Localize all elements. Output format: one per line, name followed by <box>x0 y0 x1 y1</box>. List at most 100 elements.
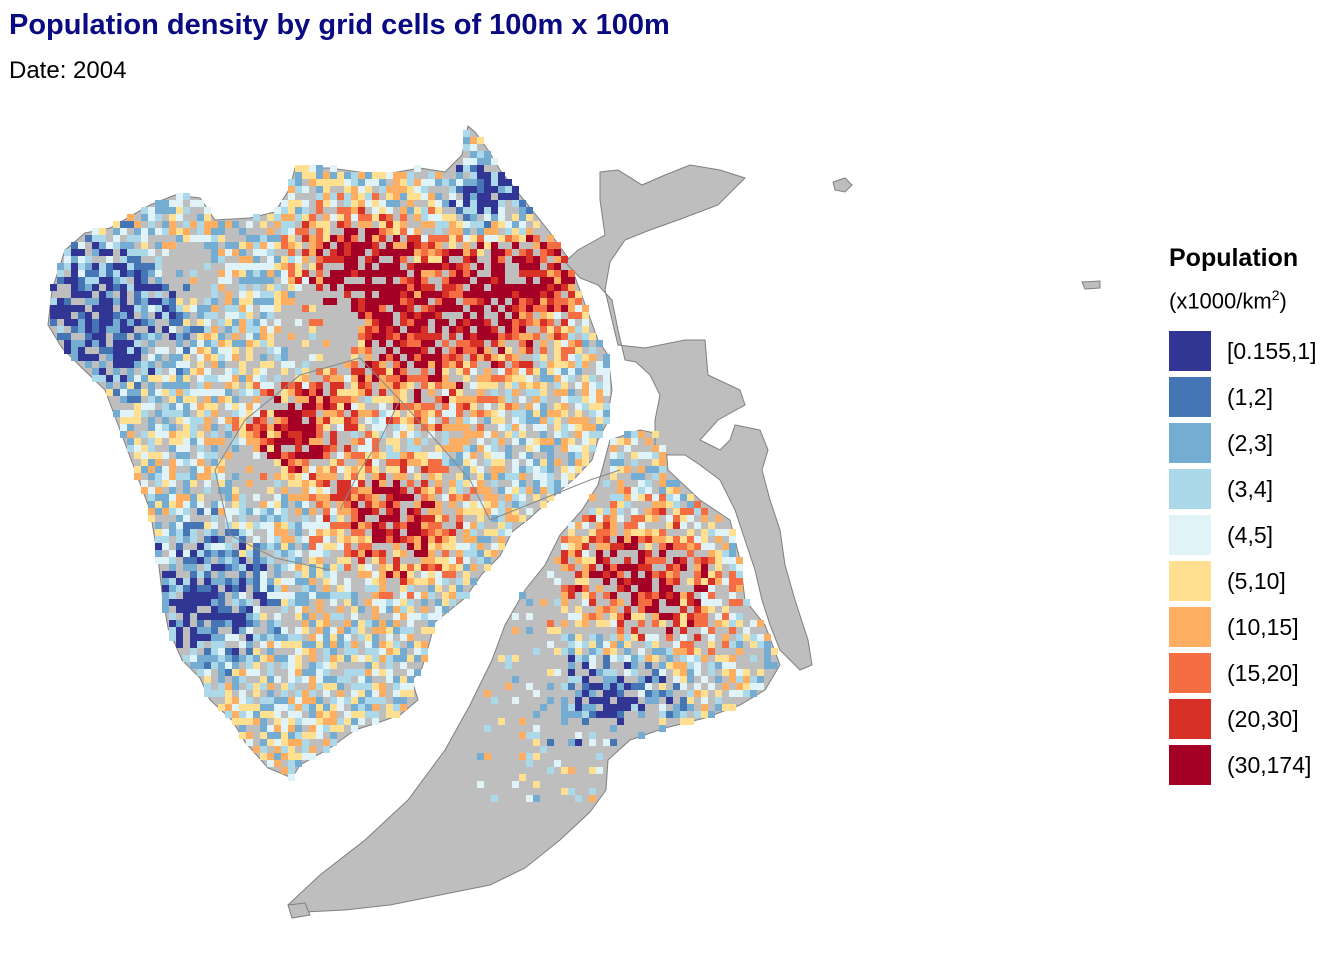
density-cell <box>554 459 561 466</box>
density-cell <box>351 347 358 354</box>
density-cell <box>99 298 106 305</box>
density-cell <box>484 459 491 466</box>
density-cell <box>239 249 246 256</box>
density-cell <box>421 641 428 648</box>
density-cell <box>197 221 204 228</box>
density-cell <box>148 214 155 221</box>
density-cell <box>526 753 533 760</box>
density-cell <box>148 473 155 480</box>
density-cell <box>491 382 498 389</box>
density-cell <box>407 424 414 431</box>
density-cell <box>400 648 407 655</box>
density-cell <box>204 410 211 417</box>
density-cell <box>204 214 211 221</box>
density-cell <box>253 396 260 403</box>
density-cell <box>379 368 386 375</box>
density-cell <box>71 340 78 347</box>
density-cell <box>211 508 218 515</box>
density-cell <box>358 536 365 543</box>
density-cell <box>596 361 603 368</box>
density-cell <box>302 487 309 494</box>
density-cell <box>421 452 428 459</box>
density-cell <box>246 543 253 550</box>
density-cell <box>407 459 414 466</box>
density-cell <box>589 697 596 704</box>
density-cell <box>582 452 589 459</box>
density-cell <box>526 368 533 375</box>
density-cell <box>183 578 190 585</box>
density-cell <box>400 466 407 473</box>
density-cell <box>316 382 323 389</box>
density-cell <box>421 214 428 221</box>
density-cell <box>372 438 379 445</box>
density-cell <box>701 627 708 634</box>
density-cell <box>421 179 428 186</box>
density-cell <box>526 319 533 326</box>
density-cell <box>715 690 722 697</box>
density-cell <box>540 599 547 606</box>
density-cell <box>260 697 267 704</box>
density-cell <box>400 683 407 690</box>
map-title: Population density by grid cells of 100m… <box>9 9 670 41</box>
density-cell <box>470 305 477 312</box>
density-cell <box>421 382 428 389</box>
density-cell <box>204 648 211 655</box>
density-cell <box>526 683 533 690</box>
density-cell <box>267 235 274 242</box>
density-cell <box>155 389 162 396</box>
density-cell <box>414 431 421 438</box>
density-cell <box>519 249 526 256</box>
density-cell <box>176 340 183 347</box>
density-cell <box>64 263 71 270</box>
density-cell <box>351 718 358 725</box>
density-cell <box>498 473 505 480</box>
density-cell <box>141 347 148 354</box>
density-cell <box>393 263 400 270</box>
density-cell <box>351 627 358 634</box>
density-cell <box>407 291 414 298</box>
density-cell <box>631 627 638 634</box>
density-cell <box>540 438 547 445</box>
density-cell <box>239 312 246 319</box>
density-cell <box>456 543 463 550</box>
density-cell <box>288 438 295 445</box>
density-cell <box>309 389 316 396</box>
density-cell <box>344 641 351 648</box>
density-cell <box>547 361 554 368</box>
density-cell <box>589 403 596 410</box>
density-cell <box>519 382 526 389</box>
density-cell <box>393 326 400 333</box>
density-cell <box>50 319 57 326</box>
density-cell <box>274 291 281 298</box>
density-cell <box>190 557 197 564</box>
density-cell <box>71 354 78 361</box>
density-cell <box>316 725 323 732</box>
density-cell <box>386 291 393 298</box>
density-cell <box>407 655 414 662</box>
density-cell <box>442 319 449 326</box>
density-cell <box>477 172 484 179</box>
density-cell <box>729 599 736 606</box>
density-cell <box>246 634 253 641</box>
density-cell <box>232 375 239 382</box>
density-cell <box>351 704 358 711</box>
density-cell <box>624 704 631 711</box>
density-cell <box>274 270 281 277</box>
density-cell <box>288 725 295 732</box>
density-cell <box>687 620 694 627</box>
density-cell <box>162 389 169 396</box>
density-cell <box>596 585 603 592</box>
density-cell <box>225 585 232 592</box>
density-cell <box>449 284 456 291</box>
legend-swatch <box>1169 515 1211 556</box>
density-cell <box>715 613 722 620</box>
density-cell <box>330 200 337 207</box>
density-cell <box>379 683 386 690</box>
density-cell <box>463 438 470 445</box>
density-cell <box>407 452 414 459</box>
density-cell <box>428 466 435 473</box>
density-cell <box>323 508 330 515</box>
density-cell <box>162 200 169 207</box>
density-cell <box>365 200 372 207</box>
density-cell <box>295 606 302 613</box>
